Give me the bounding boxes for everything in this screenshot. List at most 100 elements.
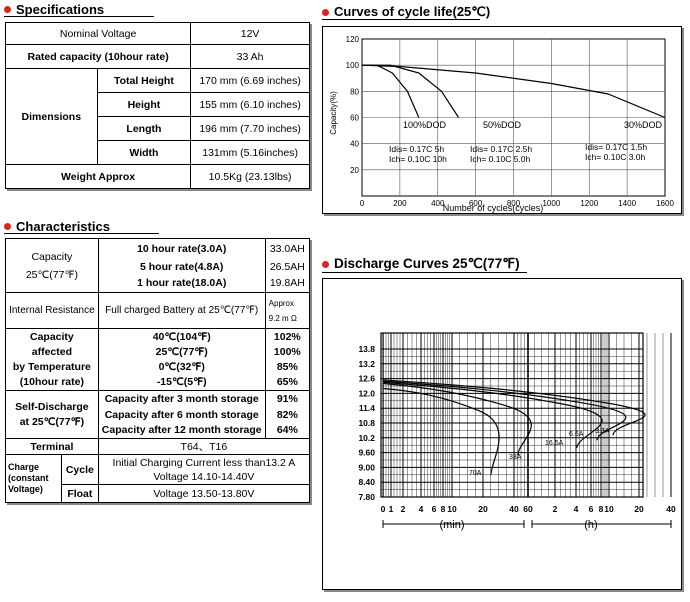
legend-text: Idis= 0.17C 2.5h <box>470 144 532 154</box>
y-tick-label: 9.00 <box>358 462 375 472</box>
x-tick-label: 1600 <box>656 199 674 208</box>
dim-label: Width <box>96 140 192 165</box>
characteristics-header: Characteristics <box>4 219 110 234</box>
capacity-value: 26.5AH <box>264 258 311 275</box>
capacity-label-text: Capacity <box>31 250 73 263</box>
specifications-table: Nominal Voltage 12V Rated capacity (10ho… <box>4 22 310 189</box>
discharge-chart: 13.8 13.2 12.6 12.0 11.4 10.8 10.2 9.60 9.00 8.40… <box>358 332 676 531</box>
x-tick-label: 20 <box>478 504 488 514</box>
dim-value: 155 mm (6.10 inches) <box>190 92 310 117</box>
charge-label-line: Voltage) <box>8 484 43 494</box>
charge-label: Charge (constant Voltage) <box>5 454 62 503</box>
table-row: Capacity 25℃(77℉) 10 hour rate(3.0A) 33.… <box>5 238 311 293</box>
temp-cond: 25℃(77℉) <box>97 344 266 360</box>
title-underline <box>322 19 480 20</box>
cycle-label: Cycle <box>60 454 99 485</box>
resistance-approx: Approx <box>268 298 295 308</box>
resistance-condition: Full charged Battery at 25℃(77℉) <box>97 292 266 329</box>
curve-label: 6.6A <box>569 431 584 438</box>
table-row: Capacity affected by Temperature (10hour… <box>5 328 311 391</box>
temp-value: 65% <box>264 374 311 391</box>
curve-label: 30%DOD <box>624 120 663 130</box>
y-tick-label: 13.2 <box>358 359 375 369</box>
series-line <box>382 382 532 456</box>
table-row: Nominal Voltage 12V <box>4 22 310 45</box>
bullet-icon <box>4 6 11 13</box>
legend-text: Ich= 0.10C 3.0h <box>585 152 646 162</box>
storage-value: 64% <box>264 422 311 439</box>
y-tick-label: 80 <box>350 87 359 96</box>
capacity-value: 19.8AH <box>264 274 311 293</box>
x-tick-label: 8 <box>599 504 604 514</box>
table-row: 1 hour rate(18.0A) 19.8AH <box>6 274 311 293</box>
y-tick-label: 10.8 <box>358 418 375 428</box>
spec-value: 12V <box>190 22 310 45</box>
temp-cond: -15℃(5℉) <box>97 374 266 391</box>
title-underline <box>4 233 159 234</box>
discharge-chart-header: Discharge Curves 25℃(77℉) <box>322 256 520 272</box>
table-row: Capacity after 6 month storage 82% <box>6 406 311 423</box>
characteristics-table: Capacity 25℃(77℉) 10 hour rate(3.0A) 33.… <box>5 238 311 503</box>
capacity-rate: 1 hour rate(18.0A) <box>97 274 266 293</box>
temp-cond: 40℃(104℉) <box>97 328 266 345</box>
x-tick-label: 1 <box>389 504 394 514</box>
cycle-chart-title: Curves of cycle life(25℃) <box>334 4 491 19</box>
dim-value: 196 mm (7.70 inches) <box>190 116 310 141</box>
storage-cond: Capacity after 12 month storage <box>97 422 266 439</box>
curve-label: 70A <box>469 470 482 477</box>
x-ticks: 0 1 2 4 6 8 10 20 40 60 2 4 6 8 10 20 40 <box>381 504 676 514</box>
y-tick-label: 100 <box>346 61 360 70</box>
table-row: Height 155 mm (6.10 inches) <box>6 92 310 117</box>
storage-cond: Capacity after 6 month storage <box>97 406 266 423</box>
x-tick-label: 1000 <box>542 199 560 208</box>
table-row: Dimensions Total Height 170 mm (6.69 inc… <box>5 68 310 165</box>
table-row: Length 196 mm (7.70 inches) <box>6 116 310 141</box>
charge-label-line: (constant <box>8 473 49 483</box>
specifications-title: Specifications <box>16 2 105 17</box>
weight-label: Weight Approx <box>4 164 192 189</box>
y-tick-label: 12.0 <box>358 388 375 398</box>
series-line <box>362 64 460 118</box>
cycle-chart: 120 100 80 60 40 20 0 200 400 600 800 1000 1200 1400… <box>329 35 675 213</box>
storage-cond: Capacity after 3 month storage <box>97 390 266 407</box>
self-discharge-line: at 25℃(77℉) <box>19 415 85 428</box>
x-tick-label: 8 <box>441 504 446 514</box>
cycle-line: Voltage 14.10-14.40V <box>153 470 255 483</box>
x-tick-label: 60 <box>523 504 533 514</box>
title-underline <box>4 16 154 17</box>
table-row: Charge (constant Voltage) Cycle Initial … <box>5 454 311 503</box>
y-ticks: 13.8 13.2 12.6 12.0 11.4 10.8 10.2 9.60 9.00 8.40… <box>358 344 375 502</box>
y-tick-label: 9.60 <box>358 448 375 458</box>
min-label: (min) <box>439 519 464 531</box>
temp-label-line: by Temperature <box>12 360 91 373</box>
y-axis-label: Capacity(%) <box>329 91 338 135</box>
x-tick-label: 200 <box>393 199 407 208</box>
bullet-icon <box>4 223 11 230</box>
table-row: Self-Discharge at 25℃(77℉) Capacity afte… <box>5 390 311 439</box>
chart-curves <box>382 379 646 475</box>
storage-value: 82% <box>264 406 311 423</box>
characteristics-title: Characteristics <box>16 219 110 234</box>
y-tick-label: 120 <box>346 35 360 44</box>
curve-label: 3.3A <box>595 428 610 435</box>
x-tick-label: 10 <box>604 504 614 514</box>
y-ticks: 120 100 80 60 40 20 <box>346 35 360 175</box>
x-tick-label: 800 <box>507 199 521 208</box>
series-line <box>382 379 646 436</box>
temp-label: Capacity affected by Temperature (10hour… <box>5 328 99 391</box>
chart-grid <box>361 38 666 197</box>
chart-grid <box>380 332 672 498</box>
x-tick-label: 6 <box>432 504 437 514</box>
spec-label: Rated capacity (10hour rate) <box>4 44 192 69</box>
terminal-label: Terminal <box>5 438 99 455</box>
dim-label: Total Height <box>96 68 192 93</box>
x-ticks: 0 200 400 600 800 1000 1200 1400 1600 <box>360 199 675 208</box>
capacity-rate: 10 hour rate(3.0A) <box>97 238 266 259</box>
cycle-chart-box: 120 100 80 60 40 20 0 200 400 600 800 1000 1200 1400… <box>322 26 682 214</box>
x-tick-label: 6 <box>589 504 594 514</box>
capacity-label: Capacity 25℃(77℉) <box>5 238 99 293</box>
table-row: 5 hour rate(4.8A) 26.5AH <box>6 258 311 275</box>
title-underline <box>322 272 527 273</box>
self-discharge-label: Self-Discharge at 25℃(77℉) <box>5 390 99 439</box>
float-value: Voltage 13.50-13.80V <box>97 484 311 503</box>
